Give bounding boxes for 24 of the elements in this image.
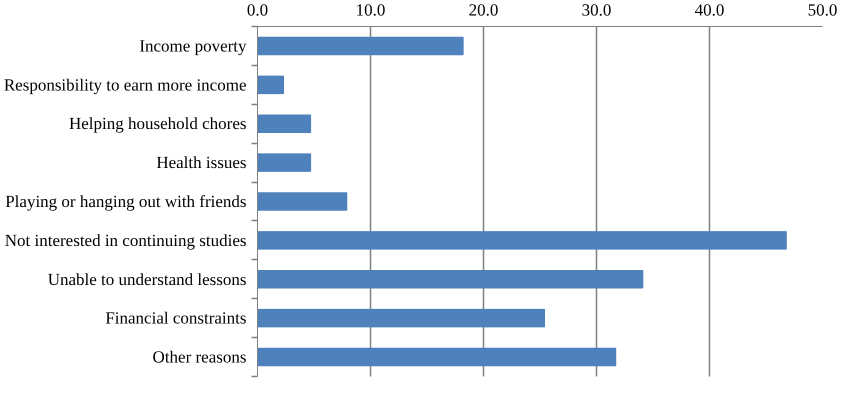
x-tick-label: 0.0 <box>246 0 268 20</box>
y-tick-label: Income poverty <box>139 36 247 56</box>
bar <box>258 231 787 250</box>
x-tick-label: 50.0 <box>808 0 838 20</box>
x-tick-label: 10.0 <box>356 0 386 20</box>
bar <box>258 153 312 172</box>
x-tick-label: 30.0 <box>582 0 612 20</box>
bar <box>258 76 284 94</box>
bar <box>258 348 616 366</box>
y-tick-label: Helping household chores <box>68 114 247 134</box>
y-tick-label: Health issues <box>156 153 247 172</box>
bar <box>258 308 546 328</box>
x-tick-label: 40.0 <box>694 0 724 20</box>
y-tick-label: Other reasons <box>152 348 247 367</box>
bar <box>258 114 312 133</box>
y-tick-label: Unable to understand lessons <box>48 270 247 289</box>
y-tick-label: Playing or hanging out with friends <box>5 192 246 211</box>
x-tick-label: 20.0 <box>468 0 498 20</box>
bar <box>258 270 644 289</box>
bar <box>258 36 464 56</box>
y-tick-label: Responsibility to earn more income <box>4 75 247 94</box>
y-tick-label: Financial constraints <box>105 308 247 328</box>
bar <box>258 192 348 211</box>
y-tick-label: Not interested in continuing studies <box>4 230 247 250</box>
